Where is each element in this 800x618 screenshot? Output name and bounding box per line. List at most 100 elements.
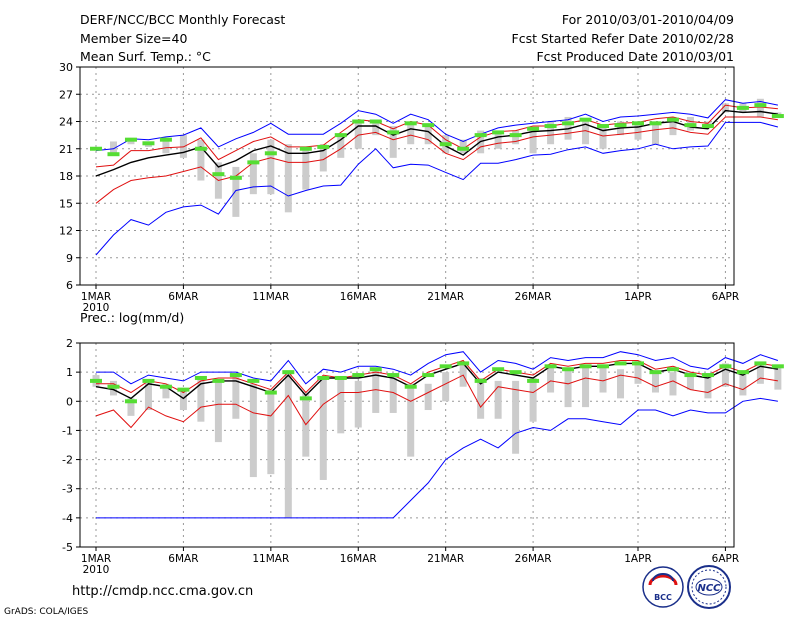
- observed-marker: [649, 121, 662, 126]
- range-bar: [162, 137, 170, 154]
- observed-marker: [492, 367, 505, 372]
- observed-marker: [352, 119, 365, 124]
- observed-marker: [107, 152, 120, 157]
- range-bar: [669, 372, 677, 396]
- y-tick-label: 6: [66, 279, 73, 292]
- series-line-lower: [95, 374, 778, 429]
- range-bar: [634, 360, 642, 384]
- series-line-max: [95, 99, 779, 152]
- x-tick-label: 21MAR: [427, 553, 464, 565]
- observed-marker: [299, 146, 312, 151]
- temp-panel-label: Mean Surf. Temp.: °C: [80, 49, 211, 64]
- observed-marker: [562, 367, 575, 372]
- observed-marker: [701, 373, 714, 378]
- range-bar: [319, 377, 327, 480]
- observed-marker: [457, 361, 470, 366]
- range-bar: [739, 375, 747, 396]
- range-bar: [721, 363, 729, 387]
- range-bar: [582, 121, 590, 145]
- range-bar: [179, 389, 187, 411]
- observed-marker: [614, 123, 627, 128]
- observed-markers: [90, 361, 784, 404]
- range-bar: [337, 135, 345, 158]
- x-tick-label: 1APR: [624, 553, 652, 565]
- y-tick-label: -5: [62, 541, 73, 554]
- observed-marker: [632, 121, 644, 126]
- observed-marker: [124, 137, 137, 142]
- y-axis: 6 9 12 15 18 21 24 27 30: [59, 61, 80, 292]
- footer: http://cmdp.ncc.cma.gov.cn GrADS: COLA/I…: [4, 565, 731, 617]
- range-bar: [249, 153, 257, 195]
- range-bar: [617, 369, 625, 399]
- observed-marker: [282, 370, 295, 375]
- range-bar: [599, 126, 607, 149]
- range-bar: [424, 126, 432, 145]
- range-bar: [284, 372, 292, 518]
- observed-marker: [754, 361, 767, 366]
- y-tick-label: 27: [59, 88, 73, 101]
- observed-marker: [159, 384, 172, 389]
- x-tick-label: 26MAR: [515, 291, 552, 303]
- observed-marker: [212, 172, 225, 177]
- range-bars: [92, 98, 782, 217]
- observed-marker: [142, 141, 155, 146]
- range-bar: [302, 148, 310, 190]
- range-bar: [197, 139, 205, 181]
- range-bar: [721, 103, 729, 113]
- series-line-upper: [95, 104, 778, 168]
- x-tick-label: 6MAR: [168, 291, 198, 303]
- range-bar: [494, 130, 502, 149]
- range-bar: [494, 380, 502, 419]
- series-line-upper: [96, 359, 778, 394]
- range-bar: [529, 130, 537, 154]
- range-bar: [424, 383, 432, 411]
- precip-panel-label: Prec.: log(mm/d): [80, 310, 184, 325]
- range-bar: [197, 377, 205, 422]
- observed-marker: [159, 137, 172, 142]
- x-tick-label: 1APR: [624, 291, 652, 303]
- start-date: Fcst Started Refer Date 2010/02/28: [512, 31, 735, 46]
- range-bar: [354, 380, 362, 428]
- range-bar: [389, 126, 397, 158]
- observed-marker: [597, 364, 610, 369]
- x-tick-label: 6APR: [712, 553, 740, 565]
- observed-marker: [457, 146, 470, 151]
- y-tick-label: 18: [59, 170, 73, 183]
- range-bar: [564, 369, 572, 408]
- range-bar: [547, 366, 555, 393]
- observed-marker: [562, 121, 575, 126]
- y-axis: -5 -4 -3 -2 -1 0 1 2: [62, 337, 80, 554]
- range-bar: [512, 380, 520, 454]
- observed-marker: [369, 119, 382, 124]
- observed-marker: [684, 123, 697, 128]
- observed-marker: [387, 373, 400, 378]
- range-bar: [109, 141, 117, 154]
- y-tick-label: 15: [59, 197, 73, 210]
- forecast-range: For 2010/03/01-2010/04/09: [562, 12, 734, 27]
- x-tick-label: 1MAR: [81, 553, 111, 565]
- range-bar: [249, 383, 257, 478]
- y-tick-label: -1: [62, 424, 73, 437]
- range-bar: [459, 139, 467, 154]
- range-bar: [477, 377, 485, 419]
- x-tick-label: 16MAR: [340, 553, 377, 565]
- range-bar: [774, 366, 782, 390]
- x-tick-label: 6APR: [712, 291, 740, 303]
- observed-marker: [229, 373, 242, 378]
- range-bar: [704, 375, 712, 399]
- y-tick-label: 24: [59, 116, 73, 129]
- range-bar: [319, 144, 327, 172]
- range-bar: [512, 130, 520, 145]
- y-tick-label: 21: [59, 143, 73, 156]
- range-bar: [214, 380, 222, 443]
- x-tick-label: 11MAR: [252, 291, 289, 303]
- observed-marker: [124, 399, 137, 404]
- observed-marker: [90, 146, 102, 151]
- observed-marker: [527, 378, 540, 383]
- observed-marker: [177, 387, 190, 392]
- range-bar: [442, 372, 450, 402]
- x-tick-label: 16MAR: [340, 291, 377, 303]
